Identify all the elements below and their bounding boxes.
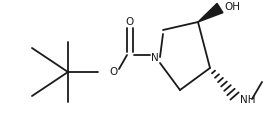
Text: NH: NH (240, 95, 255, 105)
Text: N: N (151, 53, 159, 63)
Text: O: O (126, 17, 134, 27)
Text: OH: OH (224, 2, 240, 12)
Text: O: O (109, 67, 117, 77)
Polygon shape (198, 3, 223, 22)
